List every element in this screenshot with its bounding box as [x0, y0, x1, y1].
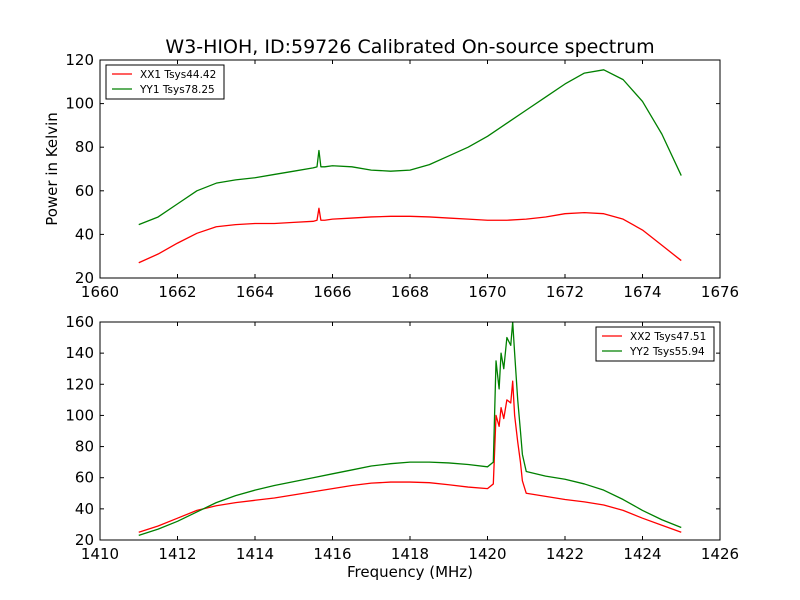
x-tick-label: 1670 — [468, 283, 506, 301]
top-subplot: 1660 1662 1664 1666 1668 1670 1672 1674 1676 20 40… — [65, 51, 739, 301]
x-tick-label: 1672 — [546, 283, 584, 301]
x-tick-label: 1666 — [313, 283, 351, 301]
y-tick-label: 60 — [75, 182, 94, 200]
x-axis-label: Frequency (MHz) — [347, 563, 473, 581]
y-tick-label: 120 — [65, 51, 94, 69]
x-tick-label: 1418 — [391, 545, 429, 563]
legend-box — [595, 326, 715, 362]
x-tick-label: 1414 — [236, 545, 274, 563]
series-line-xx — [138, 380, 682, 533]
x-tick-label: 1664 — [236, 283, 274, 301]
legend-box — [105, 64, 225, 100]
series-line-yy — [138, 322, 682, 536]
legend-label: YY1 Tsys78.25 — [139, 84, 215, 96]
y-tick-label: 20 — [75, 531, 94, 549]
legend-label: XX1 Tsys44.42 — [140, 69, 216, 81]
x-tick-label: 1676 — [701, 283, 739, 301]
x-tick-label: 1422 — [546, 545, 584, 563]
legend-label: YY2 Tsys55.94 — [629, 346, 705, 358]
y-tick-label: 40 — [75, 225, 94, 243]
x-tick-label: 1662 — [158, 283, 196, 301]
x-tick-label: 1668 — [391, 283, 429, 301]
y-tick-label: 20 — [75, 269, 94, 287]
y-tick-label: 100 — [65, 95, 94, 113]
y-tick-label: 140 — [65, 344, 94, 362]
series-group — [138, 69, 682, 264]
x-tick-label: 1410 — [81, 545, 119, 563]
x-tick-label: 1424 — [623, 545, 661, 563]
x-tick-label: 1660 — [81, 283, 119, 301]
y-tick-label: 160 — [65, 313, 94, 331]
x-tick-label: 1674 — [623, 283, 661, 301]
y-tick-label: 60 — [75, 469, 94, 487]
y-tick-label: 120 — [65, 375, 94, 393]
y-tick-label: 80 — [75, 438, 94, 456]
legend: XX2 Tsys47.51 YY2 Tsys55.94 — [595, 326, 715, 362]
series-line-yy — [138, 69, 682, 226]
y-axis-label: Power in Kelvin — [43, 112, 61, 226]
legend-label: XX2 Tsys47.51 — [630, 331, 706, 343]
chart-title: W3-HIOH, ID:59726 Calibrated On-source s… — [165, 36, 654, 58]
x-tick-label: 1426 — [701, 545, 739, 563]
series-group — [138, 322, 682, 536]
y-tick-label: 40 — [75, 500, 94, 518]
x-tick-label: 1416 — [313, 545, 351, 563]
x-tick-label: 1412 — [158, 545, 196, 563]
bottom-subplot: 1410 1412 1414 1416 1418 1420 1422 1424 1426 20 40… — [65, 313, 739, 563]
series-line-xx — [138, 207, 682, 264]
y-tick-label: 100 — [65, 406, 94, 424]
legend: XX1 Tsys44.42 YY1 Tsys78.25 — [105, 64, 225, 100]
y-tick-label: 80 — [75, 138, 94, 156]
x-tick-label: 1420 — [468, 545, 506, 563]
